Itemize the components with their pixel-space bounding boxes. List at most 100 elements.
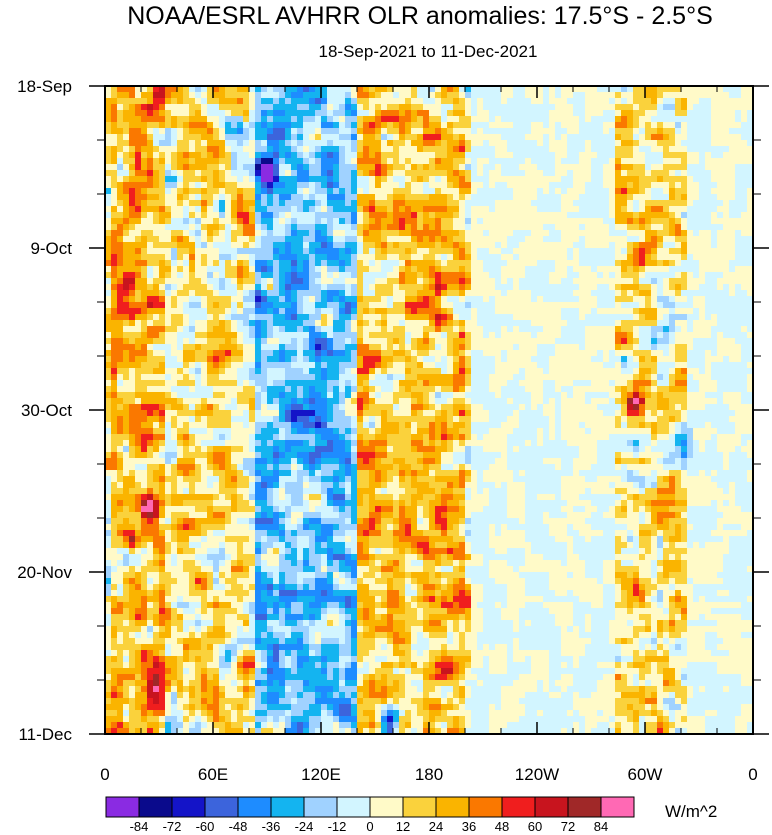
field-cell — [267, 308, 274, 315]
field-cell — [747, 236, 753, 243]
field-cell — [303, 230, 310, 237]
field-cell — [729, 176, 736, 183]
field-cell — [261, 242, 268, 249]
field-cell — [123, 98, 130, 105]
field-cell — [363, 92, 370, 99]
field-cell — [465, 98, 472, 105]
field-cell — [627, 212, 634, 219]
field-cell — [363, 98, 370, 105]
field-cell — [585, 110, 592, 117]
field-cell — [519, 206, 526, 213]
field-cell — [531, 260, 538, 267]
field-cell — [351, 200, 358, 207]
field-cell — [189, 182, 196, 189]
field-cell — [741, 92, 748, 99]
field-cell — [609, 122, 616, 129]
field-cell — [123, 206, 130, 213]
field-cell — [267, 212, 274, 219]
field-cell — [255, 98, 262, 105]
field-cell — [399, 200, 406, 207]
field-cell — [483, 326, 490, 333]
field-cell — [399, 326, 406, 333]
field-cell — [687, 188, 694, 195]
field-cell — [495, 224, 502, 231]
field-cell — [189, 272, 196, 279]
field-cell — [459, 182, 466, 189]
field-cell — [675, 86, 682, 93]
field-cell — [267, 344, 274, 351]
field-cell — [303, 152, 310, 159]
field-cell — [705, 98, 712, 105]
field-cell — [327, 242, 334, 249]
field-cell — [345, 296, 352, 303]
field-cell — [345, 86, 352, 93]
field-cell — [267, 152, 274, 159]
field-cell — [387, 344, 394, 351]
field-cell — [519, 98, 526, 105]
field-cell — [177, 272, 184, 279]
field-cell — [447, 284, 454, 291]
field-cell — [525, 158, 532, 165]
field-cell — [357, 110, 364, 117]
field-cell — [597, 242, 604, 249]
field-cell — [513, 278, 520, 285]
field-cell — [525, 170, 532, 177]
field-cell — [291, 224, 298, 231]
field-cell — [291, 320, 298, 327]
field-cell — [333, 92, 340, 99]
field-cell — [699, 248, 706, 255]
field-cell — [453, 188, 460, 195]
field-cell — [567, 158, 574, 165]
field-cell — [339, 254, 346, 261]
field-cell — [657, 152, 664, 159]
field-cell — [249, 86, 256, 93]
field-cell — [519, 290, 526, 297]
field-cell — [381, 158, 388, 165]
field-cell — [675, 116, 682, 123]
field-cell — [135, 182, 142, 189]
field-cell — [285, 320, 292, 327]
field-cell — [189, 224, 196, 231]
field-cell — [609, 254, 616, 261]
field-cell — [747, 314, 753, 321]
field-cell — [645, 356, 652, 363]
field-cell — [681, 266, 688, 273]
field-cell — [345, 110, 352, 117]
field-cell — [633, 338, 640, 345]
field-cell — [489, 338, 496, 345]
field-cell — [105, 182, 112, 189]
field-cell — [561, 200, 568, 207]
field-cell — [699, 194, 706, 201]
field-cell — [225, 338, 232, 345]
field-cell — [723, 326, 730, 333]
field-cell — [387, 308, 394, 315]
field-cell — [645, 128, 652, 135]
field-cell — [507, 200, 514, 207]
field-cell — [237, 92, 244, 99]
field-cell — [141, 134, 148, 141]
field-cell — [447, 320, 454, 327]
field-cell — [519, 344, 526, 351]
field-cell — [189, 266, 196, 273]
field-cell — [381, 356, 388, 363]
field-cell — [393, 152, 400, 159]
field-cell — [633, 164, 640, 171]
field-cell — [741, 266, 748, 273]
field-cell — [207, 278, 214, 285]
field-cell — [261, 98, 268, 105]
field-cell — [207, 140, 214, 147]
field-cell — [261, 272, 268, 279]
field-cell — [651, 332, 658, 339]
field-cell — [435, 176, 442, 183]
field-cell — [111, 152, 118, 159]
field-cell — [267, 242, 274, 249]
field-cell — [273, 170, 280, 177]
field-cell — [459, 344, 466, 351]
field-cell — [489, 206, 496, 213]
field-cell — [309, 266, 316, 273]
field-cell — [609, 134, 616, 141]
field-cell — [171, 170, 178, 177]
field-cell — [543, 92, 550, 99]
field-cell — [465, 176, 472, 183]
field-cell — [201, 218, 208, 225]
